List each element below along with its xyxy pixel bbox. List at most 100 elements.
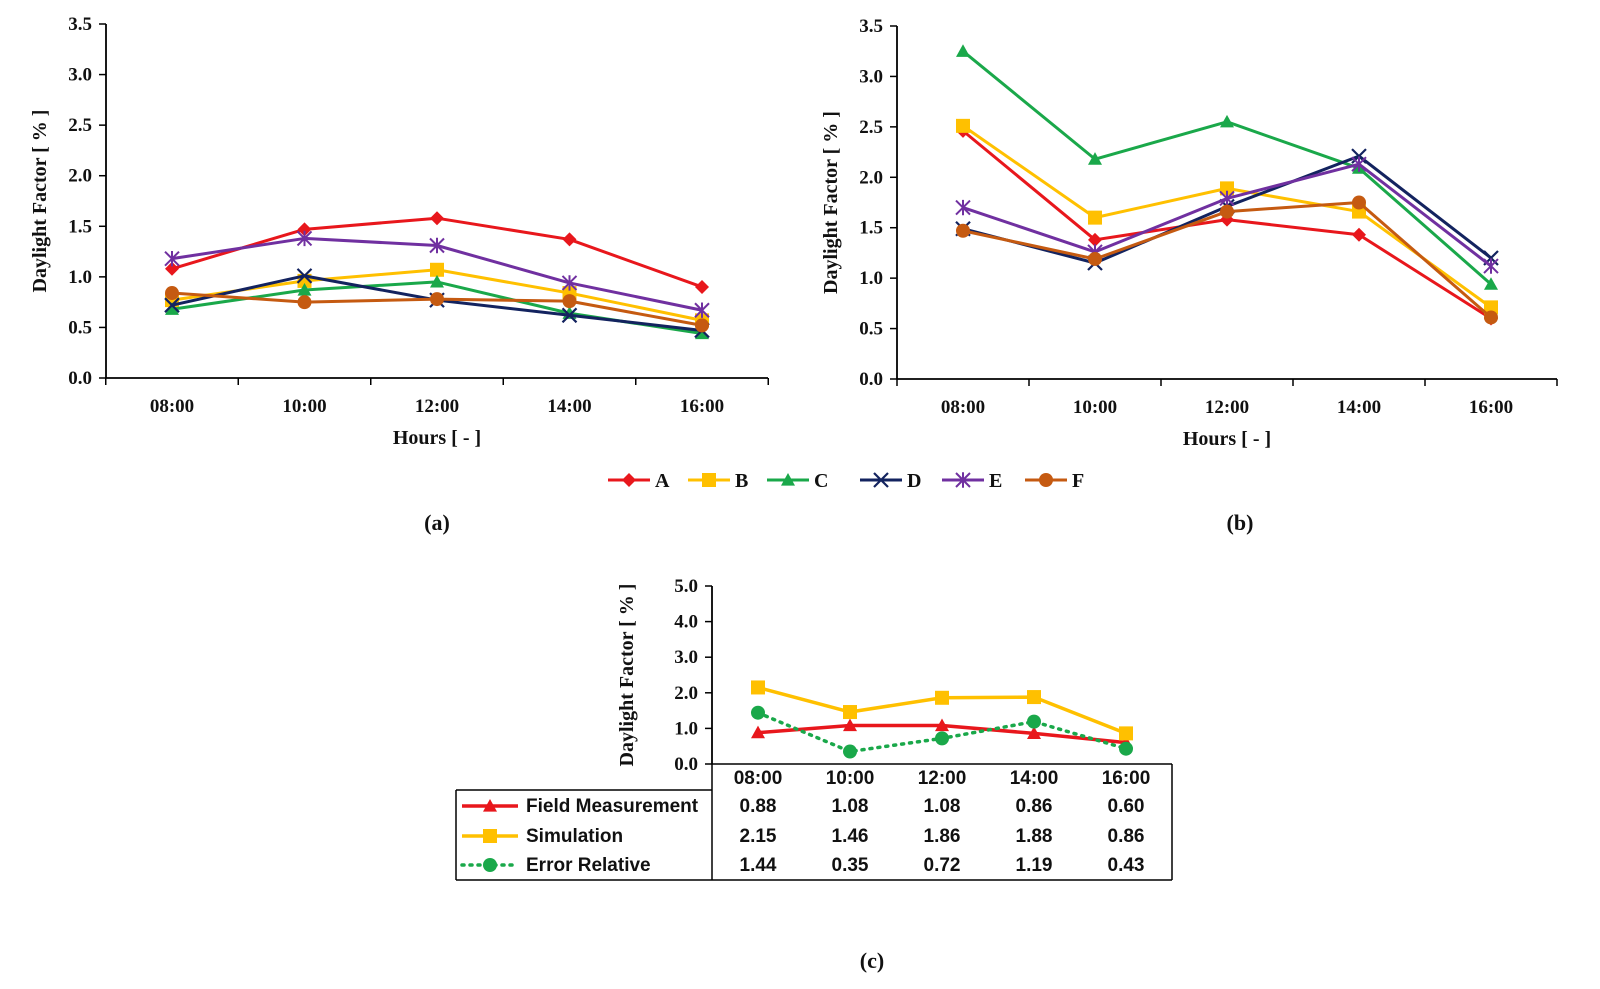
series-A-point: [297, 222, 312, 237]
x-axis-title: Hours [ - ]: [393, 427, 481, 449]
series-A-point: [695, 279, 709, 294]
y-tick-label: 3.5: [68, 14, 92, 35]
series-F-point: [165, 286, 179, 301]
series-B-point: [1484, 300, 1498, 315]
table-row-label: Simulation: [526, 826, 623, 847]
y-axis-title: Daylight Factor [ % ]: [29, 110, 51, 293]
table-row-label: Field Measurement: [526, 796, 699, 817]
legend-C-marker: [781, 473, 795, 486]
table-cell: 0.60: [1108, 796, 1145, 817]
y-tick-label: 3.5: [859, 16, 883, 37]
table-cell: 1.44: [740, 855, 777, 876]
legend-A-label: A: [655, 470, 670, 492]
series-E-point: [296, 230, 313, 247]
panel-label-b: (b): [1227, 510, 1254, 535]
series-point: [843, 744, 857, 759]
table-cell: 1.46: [832, 826, 869, 847]
y-tick-label: 5.0: [674, 576, 698, 597]
series-F-point: [1352, 195, 1366, 210]
y-tick-label: 2.5: [68, 115, 92, 136]
series-E-point: [561, 275, 578, 291]
series-point: [843, 705, 857, 720]
x-tick-label: 12:00: [415, 396, 459, 417]
y-tick-label: 0.0: [859, 369, 883, 390]
legend: A B C D E F: [608, 470, 1084, 492]
series-D-point: [164, 297, 180, 313]
series-point: [935, 690, 949, 705]
y-tick-label: 1.0: [859, 268, 883, 289]
y-tick-label: 2.0: [68, 166, 92, 187]
table-header-cell: 14:00: [1010, 768, 1059, 789]
x-tick-label: 10:00: [1073, 397, 1117, 418]
series-F-point: [1220, 204, 1234, 219]
x-tick-label: 08:00: [941, 397, 985, 418]
y-tick-label: 0.5: [68, 317, 92, 338]
legend-F-label: F: [1072, 470, 1084, 492]
legend-A-marker: [622, 473, 636, 487]
series-point: [751, 725, 765, 739]
series-C-point: [1088, 152, 1102, 165]
table-cell: 0.43: [1108, 855, 1145, 876]
y-tick-label: 4.0: [674, 612, 698, 633]
chart-c: 0.0 1.0 2.0 3.0 4.0 5.0 Daylight Factor [ % ] 0…: [455, 576, 1173, 881]
y-tick-label: 3.0: [68, 65, 92, 86]
y-tick-label: 3.0: [859, 66, 883, 87]
series-B-point: [1088, 210, 1102, 225]
legend-D-label: D: [907, 470, 921, 492]
series-F-point: [1088, 251, 1102, 266]
series-E-point: [694, 302, 710, 318]
legend-E-label: E: [989, 470, 1002, 492]
series-F-point: [297, 295, 312, 310]
table-header-cell: 12:00: [918, 768, 967, 789]
legend-D-marker: [873, 472, 889, 488]
y-tick-label: 3.0: [674, 647, 698, 668]
series-A-point: [430, 211, 444, 226]
table-cell: 0.86: [1016, 796, 1053, 817]
table-legend-marker: [483, 858, 497, 872]
series-point: [751, 705, 765, 720]
series-A-point: [165, 261, 179, 276]
series-F-point: [695, 318, 709, 333]
table-cell: 0.35: [832, 855, 869, 876]
series-C-point: [165, 302, 179, 315]
series-F-point: [562, 294, 577, 309]
legend-B-label: B: [735, 470, 748, 492]
legend-F-marker: [1039, 473, 1053, 487]
series-C-point: [695, 326, 709, 340]
y-tick-label: 0.0: [674, 754, 698, 775]
x-tick-label: 10:00: [282, 396, 326, 417]
series-point: [935, 731, 949, 746]
chart-b: 0.0 0.5 1.0 1.5 2.0 2.5 3.0 3.5 08:00 10:00 12:00 1…: [820, 16, 1558, 450]
y-tick-label: 2.0: [674, 683, 698, 704]
y-tick-label: 0.0: [68, 368, 92, 389]
series-point: [751, 680, 765, 695]
series-B-point: [1220, 181, 1234, 196]
table-cell: 0.86: [1108, 826, 1145, 847]
table-row-label: Error Relative: [526, 855, 651, 876]
x-tick-label: 14:00: [547, 396, 591, 417]
series-C-point: [1220, 114, 1234, 128]
table-cell: 1.08: [924, 796, 961, 817]
series-A-point: [562, 232, 577, 247]
series-point: [843, 718, 857, 732]
series-C-point: [297, 283, 312, 296]
table-cell: 1.86: [924, 826, 961, 847]
series-B-point: [430, 262, 444, 277]
y-axis-title: Daylight Factor [ % ]: [616, 584, 638, 767]
series-C-point: [956, 44, 970, 57]
series-C-point: [1484, 277, 1498, 290]
y-tick-label: 0.5: [859, 319, 883, 340]
y-tick-label: 1.5: [68, 216, 92, 237]
series-point: [1119, 726, 1133, 741]
table-legend-marker: [483, 799, 497, 812]
panel-label-a: (a): [424, 510, 450, 535]
table-header-cell: 10:00: [826, 768, 875, 789]
series-D-point: [296, 268, 313, 284]
table-header-cell: 08:00: [734, 768, 783, 789]
series-E-point: [1483, 258, 1499, 274]
y-tick-label: 1.0: [68, 267, 92, 288]
x-tick-label: 08:00: [150, 396, 194, 417]
series-point: [1027, 690, 1041, 705]
series-point: [1119, 741, 1133, 756]
y-tick-label: 2.5: [859, 117, 883, 138]
